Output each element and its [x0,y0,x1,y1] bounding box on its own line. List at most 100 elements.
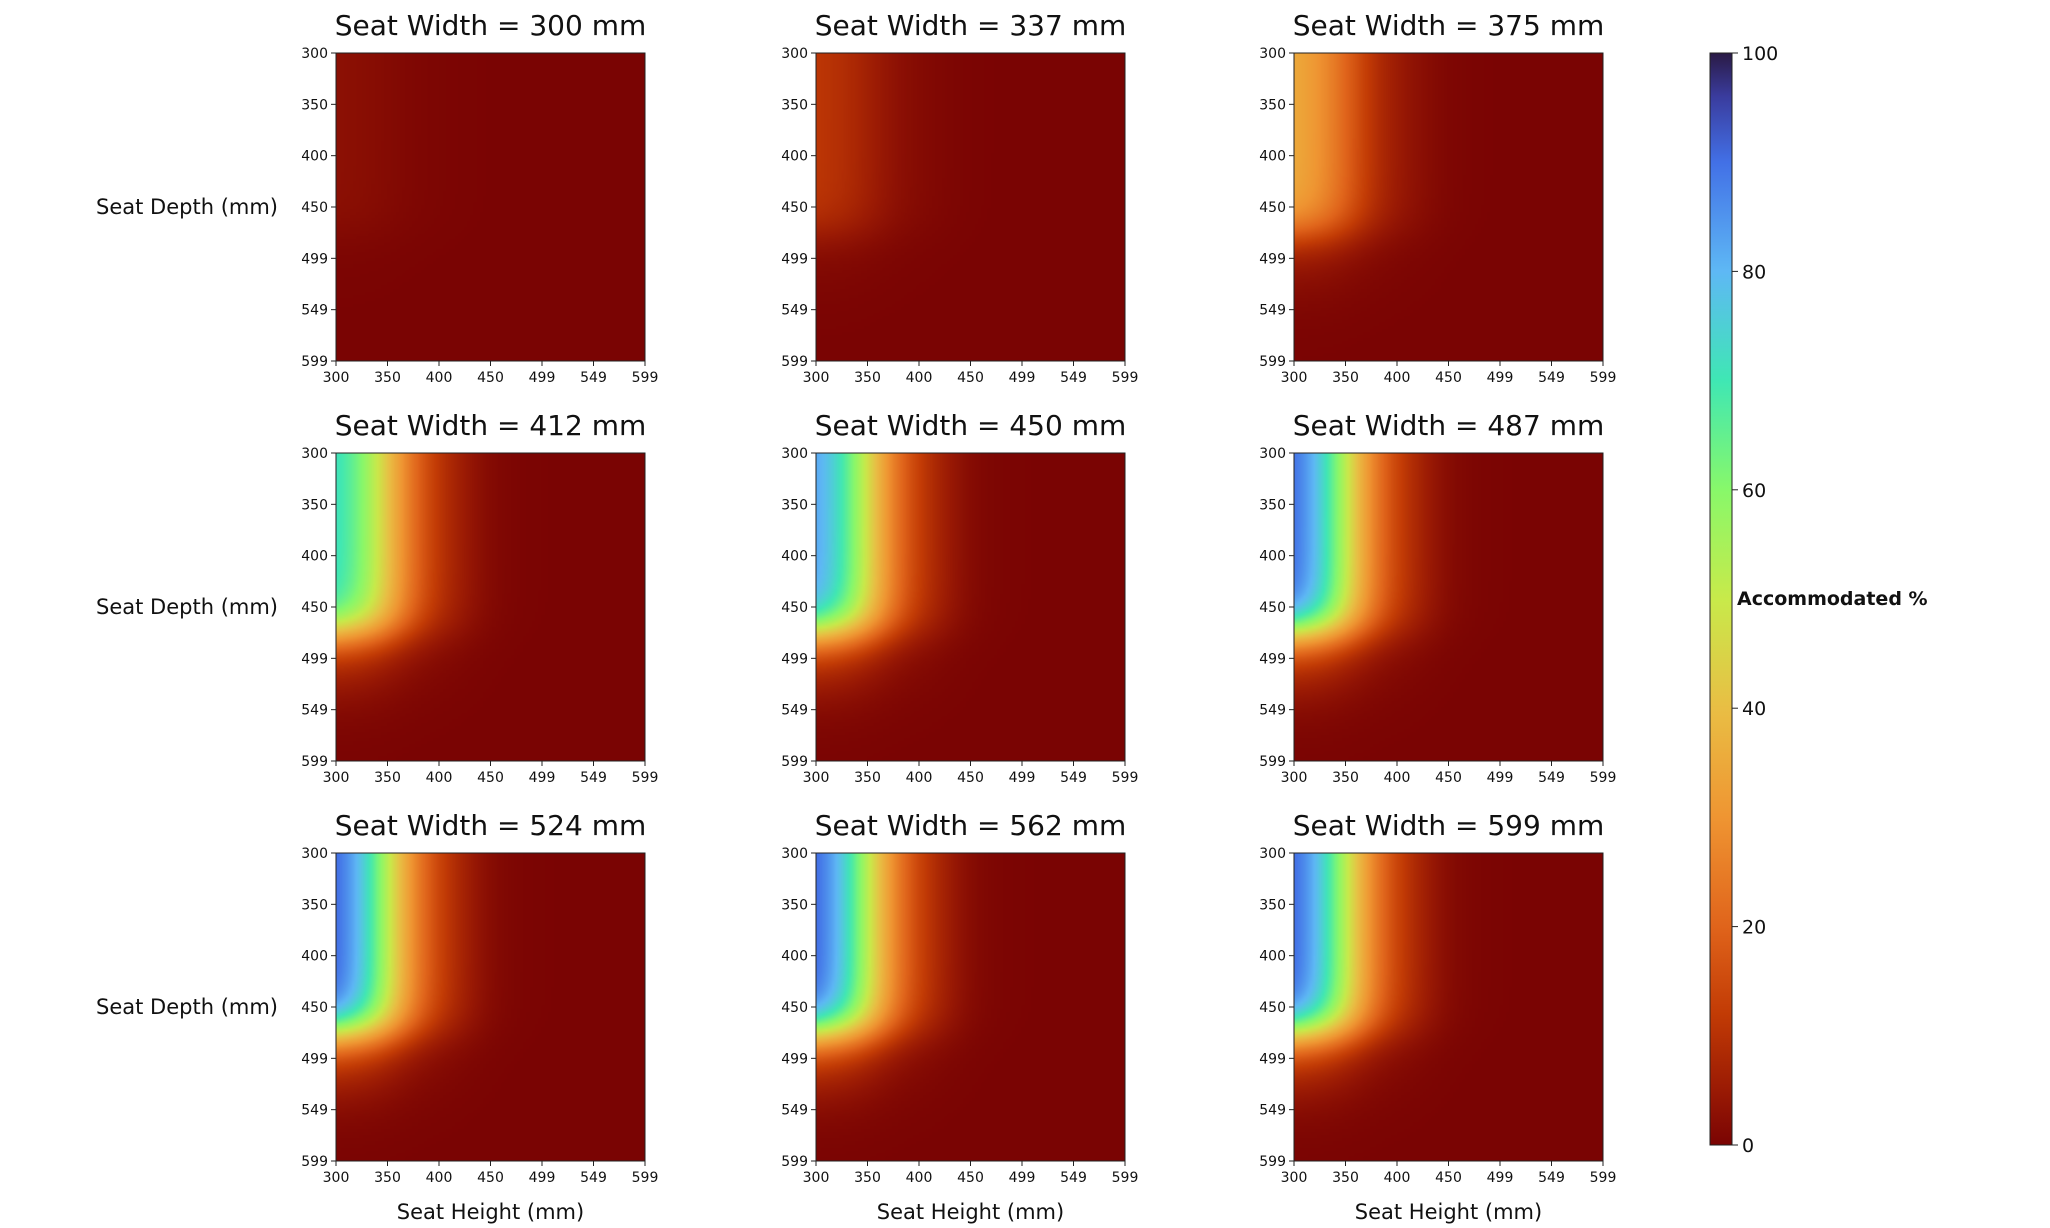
y-tick-label: 400 [781,149,808,165]
x-tick-label: 599 [1112,370,1139,386]
y-tick-label: 450 [781,200,808,216]
x-tick-label: 450 [1435,1170,1462,1186]
y-tick-label: 599 [781,354,808,370]
x-tick-label: 549 [1538,370,1565,386]
y-axis-label: Seat Depth (mm) [96,595,278,619]
colorbar-tick-label: 40 [1742,698,1766,720]
y-tick-label: 499 [1259,1051,1286,1067]
heatmap-cells [336,853,645,1161]
x-tick-label: 499 [1487,1170,1514,1186]
heatmap-panel: Seat Width = 337 mm 300 350 400 450 499 549 599… [781,9,1138,386]
x-tick-label: 400 [1384,1170,1411,1186]
x-tick-label: 300 [323,770,350,786]
panel-title: Seat Width = 599 mm [1293,809,1605,842]
x-tick-label: 450 [477,370,504,386]
y-tick-label: 499 [301,651,328,667]
heatmap-cells [1294,853,1603,1161]
y-tick-label: 549 [1259,303,1286,319]
y-tick-label: 499 [301,251,328,267]
heatmap-panel: Seat Width = 375 mm 300 350 400 450 499 549 599… [1259,9,1616,386]
colorbar-tick-label: 20 [1742,917,1766,939]
x-tick-label: 400 [426,1170,453,1186]
heatmap-cells [336,53,645,361]
x-tick-label: 400 [906,770,933,786]
x-tick-label: 350 [854,1170,881,1186]
y-tick-label: 450 [301,600,328,616]
colorbar-label: Accommodated % [1737,588,1928,610]
x-tick-label: 499 [1009,370,1036,386]
y-tick-label: 549 [1259,703,1286,719]
y-tick-label: 499 [781,251,808,267]
x-axis-label: Seat Height (mm) [1355,1200,1542,1224]
x-tick-label: 499 [529,1170,556,1186]
x-tick-label: 350 [374,1170,401,1186]
heatmap-cells [1294,453,1603,761]
x-tick-label: 350 [854,770,881,786]
x-tick-label: 350 [374,370,401,386]
x-tick-label: 450 [1435,770,1462,786]
x-tick-label: 400 [1384,370,1411,386]
y-tick-label: 599 [1259,354,1286,370]
y-tick-label: 549 [301,303,328,319]
x-tick-label: 300 [323,1170,350,1186]
x-tick-label: 549 [1060,1170,1087,1186]
y-tick-label: 499 [1259,251,1286,267]
x-tick-label: 499 [529,770,556,786]
y-tick-label: 549 [1259,1103,1286,1119]
x-tick-label: 549 [1538,770,1565,786]
panel-title: Seat Width = 375 mm [1293,9,1605,42]
x-tick-label: 400 [906,1170,933,1186]
heatmap-panel: Seat Width = 562 mm 300 350 400 450 499 549 599… [781,809,1138,1224]
y-tick-label: 450 [1259,600,1286,616]
heatmap-cells [816,853,1125,1161]
y-tick-label: 450 [1259,200,1286,216]
heatmap-panel: Seat Width = 300 mm 300 350 400 450 499 549 599… [96,9,658,386]
x-tick-label: 549 [1060,770,1087,786]
x-tick-label: 400 [426,770,453,786]
y-tick-label: 350 [301,97,328,113]
heatmap-panel: Seat Width = 487 mm 300 350 400 450 499 549 599… [1259,409,1616,786]
y-tick-label: 599 [301,1154,328,1170]
x-tick-label: 300 [323,370,350,386]
heatmap-panel: Seat Width = 599 mm 300 350 400 450 499 549 599… [1259,809,1616,1224]
x-tick-label: 450 [477,770,504,786]
x-tick-label: 350 [854,370,881,386]
heatmap-cells [336,453,645,761]
x-tick-label: 450 [477,1170,504,1186]
x-axis-label: Seat Height (mm) [397,1200,584,1224]
x-tick-label: 350 [1332,370,1359,386]
colorbar-tick-label: 0 [1742,1135,1754,1157]
x-tick-label: 599 [1590,770,1617,786]
panel-title: Seat Width = 487 mm [1293,409,1605,442]
x-tick-label: 300 [803,370,830,386]
y-tick-label: 450 [781,1000,808,1016]
x-tick-label: 599 [1112,770,1139,786]
y-tick-label: 400 [781,549,808,565]
x-tick-label: 499 [529,370,556,386]
x-axis-label: Seat Height (mm) [877,1200,1064,1224]
y-tick-label: 450 [301,200,328,216]
y-tick-label: 599 [781,754,808,770]
y-tick-label: 350 [301,897,328,913]
y-tick-label: 300 [781,846,808,862]
y-tick-label: 450 [781,600,808,616]
y-tick-label: 499 [1259,651,1286,667]
colorbar-tick-label: 100 [1742,43,1778,65]
y-tick-label: 350 [1259,897,1286,913]
colorbar-tick-label: 80 [1742,261,1766,283]
y-tick-label: 300 [781,46,808,62]
x-tick-label: 499 [1009,1170,1036,1186]
x-tick-label: 549 [1060,370,1087,386]
x-tick-label: 549 [580,770,607,786]
y-tick-label: 599 [1259,1154,1286,1170]
y-tick-label: 450 [1259,1000,1286,1016]
y-tick-label: 549 [781,703,808,719]
y-tick-label: 300 [301,446,328,462]
y-tick-label: 450 [301,1000,328,1016]
y-tick-label: 400 [301,149,328,165]
x-tick-label: 499 [1487,770,1514,786]
y-tick-label: 350 [1259,497,1286,513]
heatmap-panel: Seat Width = 450 mm 300 350 400 450 499 549 599… [781,409,1138,786]
x-tick-label: 549 [580,370,607,386]
colorbar-gradient [1709,52,1733,1146]
